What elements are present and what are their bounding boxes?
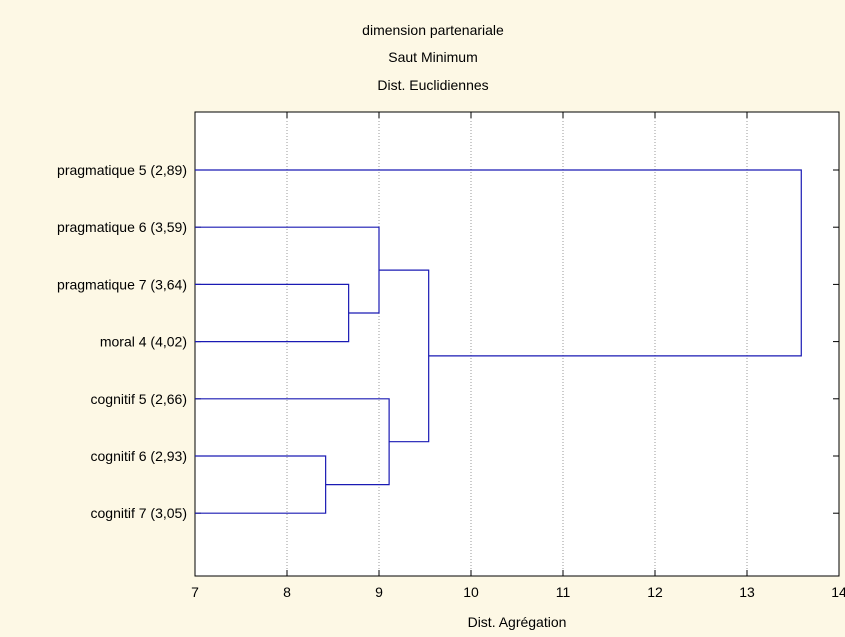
leaf-label: cognitif 6 (2,93) [91,448,188,464]
x-tick-label: 10 [463,584,479,600]
x-tick-label: 12 [647,584,663,600]
chart-title: dimension partenariale [362,22,504,38]
x-tick-label: 11 [556,584,571,600]
plot-area [194,111,840,577]
x-axis-label: Dist. Agrégation [468,614,567,630]
leaf-label: pragmatique 5 (2,89) [57,162,187,178]
x-tick-label: 7 [191,584,199,600]
x-tick-label: 14 [831,584,845,600]
leaf-label: pragmatique 7 (3,64) [57,276,187,292]
x-tick-label: 13 [739,584,755,600]
x-tick-label: 8 [283,584,291,600]
chart-subtitle-distance: Dist. Euclidiennes [377,77,488,93]
leaf-label: cognitif 7 (3,05) [91,505,188,521]
x-tick-label: 9 [375,584,383,600]
leaf-label: moral 4 (4,02) [100,334,187,350]
dendrogram-link [195,169,802,357]
leaf-label: pragmatique 6 (3,59) [57,219,187,235]
leaf-label: cognitif 5 (2,66) [91,391,188,407]
chart-subtitle-method: Saut Minimum [388,49,477,65]
